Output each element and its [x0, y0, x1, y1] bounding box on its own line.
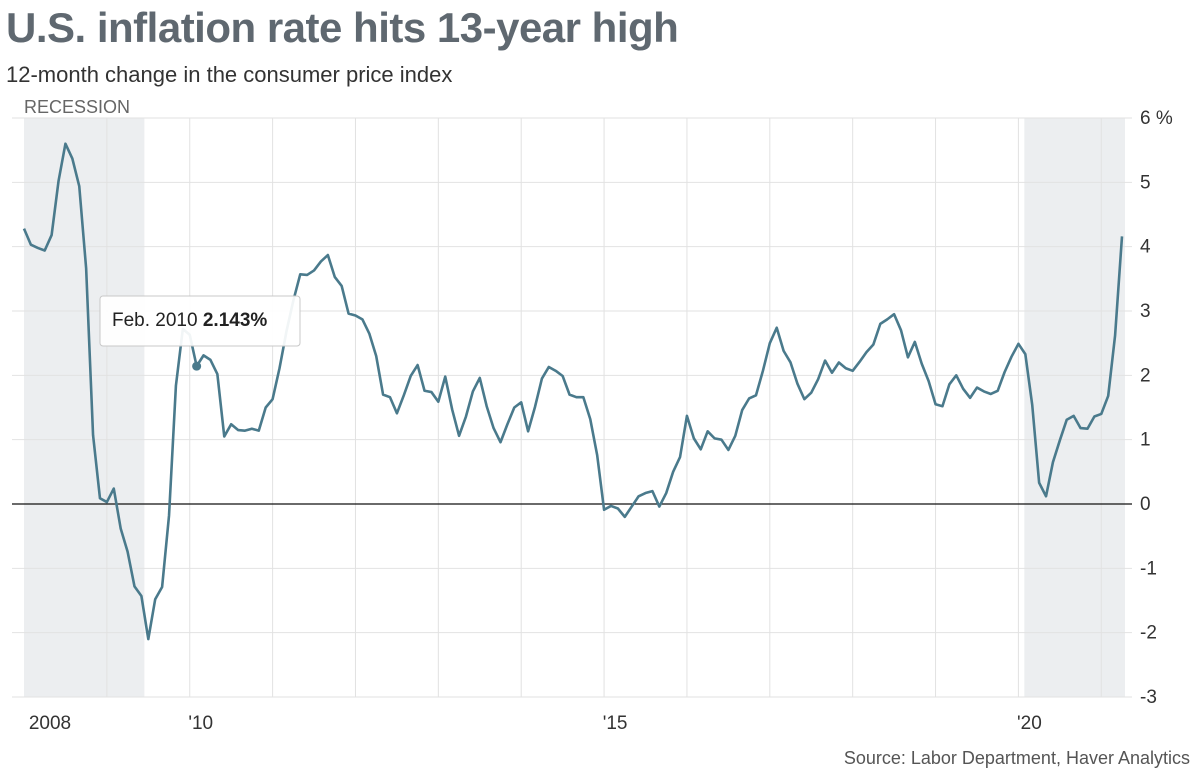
x-tick-label: 2008 — [29, 713, 71, 734]
y-axis-labels: 6 % 5 4 3 2 1 0 -1 -2 -3 — [1140, 108, 1173, 708]
x-tick-label: '15 — [603, 713, 628, 734]
tooltip-value: 2.143% — [203, 310, 268, 331]
chart-title: U.S. inflation rate hits 13-year high — [6, 4, 679, 51]
tooltip-point — [192, 361, 202, 371]
recession-label: RECESSION — [24, 97, 130, 117]
data-tooltip: Feb. 2010 2.143% — [99, 295, 301, 371]
y-tick-label: 0 — [1140, 494, 1151, 515]
x-tick-label: '20 — [1017, 713, 1042, 734]
recession-band-1 — [24, 118, 145, 697]
y-tick-label: -3 — [1140, 687, 1157, 708]
y-tick-label: 6 % — [1140, 108, 1173, 129]
y-tick-label: 4 — [1140, 237, 1151, 258]
y-tick-label: -1 — [1140, 558, 1157, 579]
tooltip-text: Feb. 2010 2.143% — [112, 310, 267, 331]
tooltip-box — [99, 295, 301, 347]
y-tick-label: 3 — [1140, 301, 1151, 322]
recession-bands: RECESSION — [24, 97, 1125, 697]
y-tick-label: 2 — [1140, 365, 1151, 386]
tooltip-date: Feb. 2010 — [112, 310, 203, 331]
x-axis-ticks: 2008 '10 '15 '20 — [29, 713, 1042, 734]
chart-subtitle: 12-month change in the consumer price in… — [6, 62, 453, 87]
y-tick-label: 5 — [1140, 172, 1151, 193]
y-tick-label: 1 — [1140, 430, 1151, 451]
recession-band-2 — [1024, 118, 1125, 697]
cpi-series-line[interactable] — [22, 142, 1124, 641]
x-tick-label: '10 — [188, 713, 213, 734]
source-note: Source: Labor Department, Haver Analytic… — [843, 748, 1190, 768]
y-tick-label: -2 — [1140, 623, 1157, 644]
gridlines — [12, 117, 1132, 698]
